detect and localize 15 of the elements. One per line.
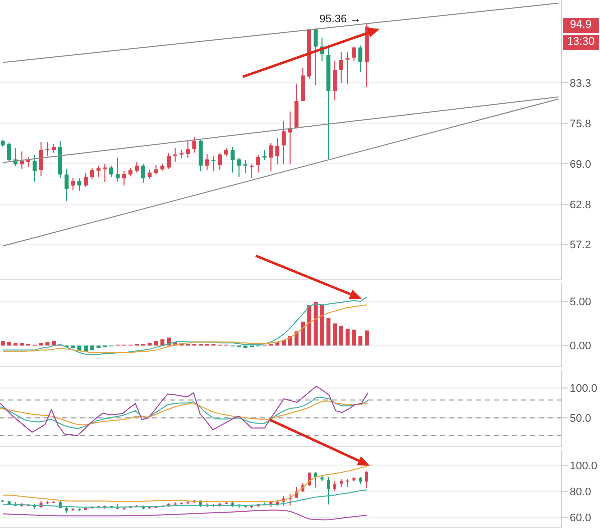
y-tick-label: 62.8 [570, 199, 592, 212]
y-tick-label: 83.3 [570, 78, 592, 90]
text: 94.9 [563, 18, 599, 33]
y-tick-label: 100.0 [570, 460, 598, 472]
y-tick-label: 57.2 [570, 240, 592, 252]
y-tick-label: 0.00 [570, 340, 592, 353]
y-tick-label: 100.0 [570, 383, 598, 396]
y-tick-label: 80.0 [570, 486, 592, 498]
y-tick-label: 5.00 [570, 296, 592, 308]
annotation: 95.36 → [320, 14, 362, 26]
y-tick-label: 75.8 [570, 118, 592, 130]
y-tick-label: 69.0 [570, 158, 592, 171]
y-tick-label: 50.0 [570, 413, 592, 426]
y-tick-label: 60.0 [570, 512, 592, 524]
text: 13:30 [563, 35, 599, 50]
